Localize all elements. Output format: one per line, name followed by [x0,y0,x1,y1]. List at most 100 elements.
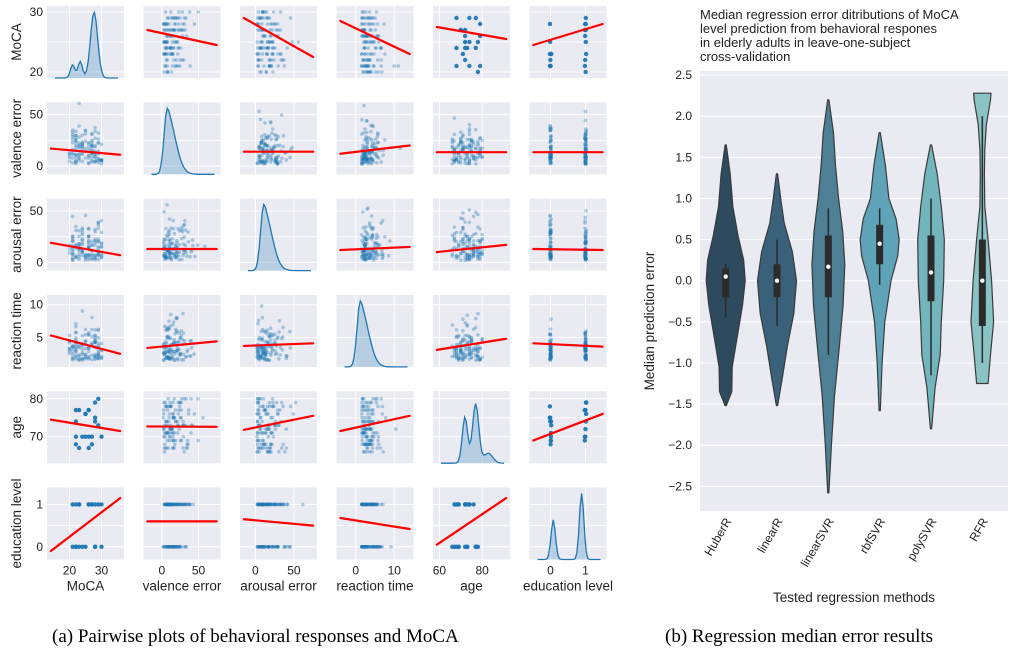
scatter-point [70,239,75,243]
scatter-point [362,34,366,38]
scatter-point [256,158,261,162]
scatter-point [548,158,553,163]
scatter-point [175,40,180,44]
scatter-point [74,350,78,355]
scatter-point [476,139,480,143]
scatter-point [583,136,588,140]
scatter-point [99,255,104,260]
scatter-point [583,215,587,220]
panel-arousal-error-vs-education-level [529,198,607,271]
scatter-point [262,46,266,50]
scatter-point [549,138,553,143]
scatter-point [549,152,553,157]
scatter-point [367,545,372,549]
scatter-point [359,158,364,162]
scatter-point [271,10,276,14]
scatter-point [93,153,97,157]
scatter-point [364,442,369,447]
scatter-point [469,356,474,360]
scatter-point [268,338,273,342]
scatter-point [255,412,259,416]
scatter-point [365,138,369,142]
scatter-point [463,355,467,360]
scatter-point [258,146,263,151]
scatter-point [368,442,373,447]
scatter-point [276,154,281,158]
scatter-point [362,243,367,248]
scatter-point [372,502,377,507]
scatter-point [165,545,170,549]
scatter-point [167,502,171,507]
scatter-point [454,157,459,162]
scatter-point [267,64,272,68]
scatter-point [583,152,588,157]
scatter-point [582,438,587,443]
scatter-point [167,434,172,439]
scatter-point [372,240,377,245]
scatter-point [173,419,178,424]
scatter-point [450,354,455,359]
scatter-point [74,137,78,142]
scatter-point [364,10,368,14]
kde-line [441,403,505,464]
scatter-point [268,34,273,38]
scatter-point [275,545,280,549]
y-axis-label: education level [9,478,24,568]
scatter-point [83,129,88,133]
scatter-point [167,545,172,549]
scatter-point [548,442,553,447]
scatter-point [548,252,552,257]
scatter-point [374,241,379,245]
scatter-point [166,334,170,339]
scatter-point [170,241,175,245]
scatter-point [86,234,91,239]
scatter-point [467,147,472,151]
scatter-point [363,252,368,257]
scatter-point [167,356,171,361]
scatter-point [168,46,173,50]
scatter-point [96,353,101,358]
scatter-point [256,502,260,507]
scatter-point [183,28,187,32]
scatter-point [93,336,97,340]
scatter-point [77,153,81,157]
scatter-point [583,355,588,360]
scatter-point [162,502,167,507]
scatter-point [258,16,262,20]
scatter-point [89,502,95,507]
scatter-point [376,235,380,239]
scatter-point [474,155,478,160]
scatter-point [176,400,181,405]
scatter-point [178,404,182,409]
scatter-point [264,142,268,147]
scatter-point [165,545,170,549]
scatter-point [471,252,476,257]
scatter-point [70,252,75,257]
scatter-point [583,154,587,159]
scatter-point [369,52,374,56]
scatter-point [372,434,376,439]
scatter-point [172,502,176,507]
scatter-point [257,438,261,443]
scatter-point [74,159,78,163]
scatter-point [372,64,376,68]
scatter-point [168,324,173,328]
scatter-point [174,502,179,507]
scatter-point [454,335,459,340]
scatter-point [583,349,587,353]
scatter-point [263,351,268,356]
scatter-point [77,234,81,239]
scatter-point [369,22,374,26]
scatter-point [268,326,273,331]
scatter-point [272,404,276,409]
scatter-point [92,419,98,424]
scatter-point [70,137,75,142]
scatter-point [452,235,457,240]
scatter-point [360,431,365,435]
scatter-point [584,162,588,166]
scatter-point [477,63,483,69]
scatter-point [89,434,95,439]
scatter-point [360,10,365,14]
scatter-point [583,144,588,148]
scatter-point [162,253,166,258]
